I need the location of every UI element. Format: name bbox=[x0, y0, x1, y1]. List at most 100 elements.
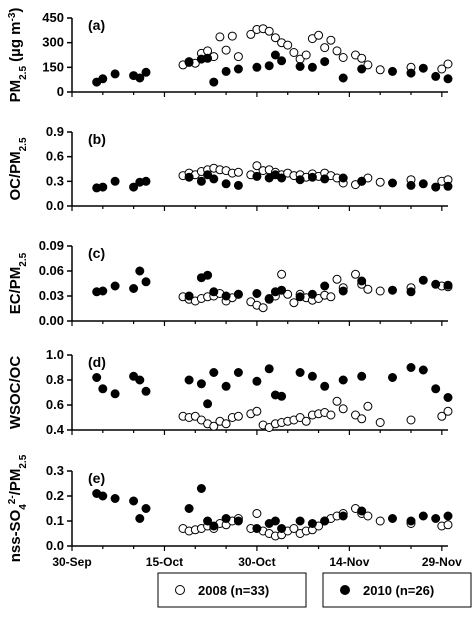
point-2010 bbox=[418, 63, 428, 73]
panel-label: (e) bbox=[88, 470, 105, 486]
panel-b: 0.0 0.3 0.6 0.9 (b) OC/PM2.5 bbox=[7, 124, 453, 213]
point-2008 bbox=[363, 60, 373, 70]
point-2008 bbox=[357, 414, 367, 424]
point-2010 bbox=[110, 389, 120, 399]
point-2010 bbox=[357, 276, 367, 286]
point-2010 bbox=[184, 504, 194, 513]
panel-a: 0 150 300 450 (a) PM2.5 (µg m-3) bbox=[7, 8, 453, 103]
point-2008 bbox=[443, 406, 453, 416]
point-2010 bbox=[320, 174, 330, 184]
point-2010 bbox=[431, 514, 441, 523]
point-2010 bbox=[92, 373, 102, 382]
point-2010 bbox=[141, 277, 151, 287]
point-2010 bbox=[338, 73, 348, 83]
y-tick-label: 0.1 bbox=[46, 513, 64, 528]
y-tick-label: 0.3 bbox=[46, 173, 64, 188]
legend-label: 2010 (n=26) bbox=[363, 583, 434, 598]
point-2010 bbox=[406, 363, 416, 372]
point-2010 bbox=[141, 176, 151, 186]
point-2008 bbox=[320, 43, 330, 53]
point-2008 bbox=[338, 53, 348, 62]
point-2010 bbox=[203, 270, 213, 280]
point-2010 bbox=[233, 368, 243, 377]
y-tick-label: 0.09 bbox=[39, 238, 64, 253]
y-tick-label: 0.0 bbox=[46, 198, 64, 213]
point-2010 bbox=[98, 491, 108, 501]
point-2010 bbox=[295, 516, 305, 526]
panel-d: 0.4 0.6 0.8 1.0 (d) WSOC/OC bbox=[7, 347, 453, 437]
x-tick-label: 30-Sep bbox=[52, 555, 91, 569]
panel-c: 0.00 0.03 0.06 0.09 (c) EC/PM2.5 bbox=[7, 238, 453, 328]
point-2008 bbox=[258, 303, 268, 313]
point-2010 bbox=[431, 182, 441, 192]
point-2010 bbox=[252, 376, 262, 386]
point-2008 bbox=[443, 520, 453, 530]
point-2010 bbox=[357, 371, 367, 381]
x-tick-label: 29-Nov bbox=[422, 555, 462, 569]
point-2010 bbox=[277, 391, 287, 401]
point-2010 bbox=[295, 175, 305, 185]
point-2010 bbox=[320, 381, 330, 391]
point-2010 bbox=[141, 386, 151, 396]
point-2010 bbox=[277, 56, 287, 66]
point-2008 bbox=[233, 52, 243, 62]
y-tick-label: 0.0 bbox=[46, 538, 64, 553]
point-2010 bbox=[196, 176, 206, 186]
point-2010 bbox=[295, 62, 305, 71]
y-tick-label: 0.03 bbox=[39, 288, 64, 303]
point-2010 bbox=[388, 514, 397, 523]
y-tick-label: 150 bbox=[42, 59, 64, 74]
point-2010 bbox=[129, 284, 139, 293]
point-2008 bbox=[252, 509, 262, 518]
point-2010 bbox=[277, 524, 287, 533]
point-2010 bbox=[141, 504, 151, 513]
y-axis-label: PM2.5 (µg m-3) bbox=[7, 8, 29, 103]
legend-marker-2008 bbox=[175, 585, 185, 595]
point-2010 bbox=[221, 179, 231, 189]
point-2008 bbox=[375, 516, 385, 526]
point-2008 bbox=[221, 45, 231, 55]
point-2008 bbox=[283, 289, 293, 299]
point-2010 bbox=[320, 516, 330, 526]
y-axis-label: EC/PM2.5 bbox=[7, 252, 29, 314]
x-tick-label: 14-Nov bbox=[329, 555, 369, 569]
y-tick-label: 0.6 bbox=[46, 397, 64, 412]
point-2010 bbox=[418, 275, 428, 285]
y-axis-label: OC/PM2.5 bbox=[7, 137, 29, 201]
point-2008 bbox=[332, 396, 342, 406]
point-2008 bbox=[289, 298, 299, 308]
point-2010 bbox=[221, 514, 231, 523]
point-2008 bbox=[375, 177, 385, 187]
panel-label: (c) bbox=[88, 245, 105, 261]
point-2010 bbox=[233, 516, 243, 526]
y-tick-label: 450 bbox=[42, 10, 64, 25]
legend-label: 2008 (n=33) bbox=[198, 583, 269, 598]
legend-marker-2010 bbox=[340, 585, 350, 595]
point-2010 bbox=[184, 375, 194, 385]
point-2010 bbox=[129, 496, 139, 506]
point-2010 bbox=[388, 178, 397, 188]
point-2010 bbox=[418, 365, 428, 375]
point-2010 bbox=[388, 285, 397, 295]
panel-label: (d) bbox=[88, 354, 106, 370]
point-2010 bbox=[196, 484, 206, 493]
point-2008 bbox=[326, 292, 336, 302]
point-2010 bbox=[277, 173, 287, 183]
point-2008 bbox=[209, 421, 219, 431]
point-2010 bbox=[135, 375, 145, 385]
point-2010 bbox=[252, 62, 262, 72]
point-2010 bbox=[338, 511, 348, 521]
point-2008 bbox=[363, 284, 373, 294]
y-tick-label: 1.0 bbox=[46, 347, 64, 362]
point-2010 bbox=[110, 494, 120, 503]
point-2010 bbox=[196, 379, 206, 389]
point-2008 bbox=[332, 46, 342, 56]
point-2010 bbox=[129, 182, 139, 192]
point-2010 bbox=[443, 181, 453, 191]
point-2010 bbox=[264, 294, 274, 303]
point-2008 bbox=[326, 410, 336, 420]
point-2010 bbox=[221, 291, 231, 301]
point-2008 bbox=[363, 511, 373, 521]
y-tick-label: 0.2 bbox=[46, 488, 64, 503]
